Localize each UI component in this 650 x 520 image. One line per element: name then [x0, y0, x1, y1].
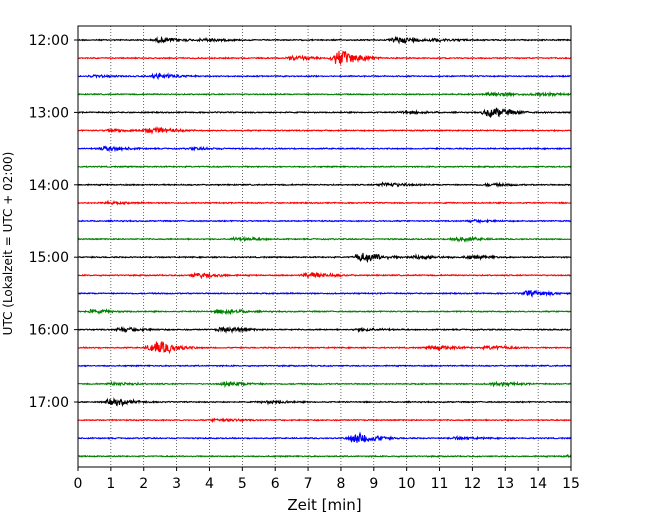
- trace-1715: [77, 417, 572, 424]
- y-tick-label: 17:00: [29, 395, 69, 411]
- x-tick-label: 6: [271, 476, 280, 492]
- x-tick-label: 13: [496, 476, 514, 492]
- trace-1430: [77, 218, 572, 225]
- trace-1415: [77, 199, 572, 206]
- trace-1215: [77, 50, 572, 65]
- trace-1345: [77, 165, 572, 169]
- seismic-traces: [77, 35, 572, 459]
- x-tick-label: 5: [238, 476, 247, 492]
- x-tick-label: 3: [172, 476, 181, 492]
- x-tick-label: 9: [369, 476, 378, 492]
- trace-1600: [77, 325, 572, 334]
- trace-1500: [77, 252, 572, 264]
- x-tick-label: 15: [562, 476, 580, 492]
- y-tick-label: 14:00: [29, 178, 69, 194]
- x-tick-label: 1: [106, 476, 115, 492]
- trace-1300: [77, 107, 572, 118]
- trace-1315: [77, 125, 572, 135]
- trace-1515: [77, 271, 572, 280]
- x-tick-label: 8: [336, 476, 345, 492]
- plot-frame: [77, 25, 572, 468]
- x-tick-label: 10: [398, 476, 416, 492]
- vertical-grid: [110, 26, 539, 467]
- x-tick-label: 12: [463, 476, 481, 492]
- y-tick-label: 13:00: [29, 105, 69, 121]
- y-axis-label: UTC (Lokalzeit = UTC + 02:00): [1, 152, 15, 336]
- x-tick-label: 7: [304, 476, 313, 492]
- trace-1400: [77, 181, 572, 188]
- trace-1545: [77, 308, 572, 316]
- trace-1630: [77, 364, 572, 368]
- x-tick-label: 14: [529, 476, 547, 492]
- y-tick-label: 16:00: [29, 323, 69, 339]
- trace-1745: [77, 454, 572, 459]
- trace-1730: [77, 431, 572, 443]
- x-axis-label: Zeit [min]: [287, 496, 361, 514]
- trace-1230: [77, 72, 572, 81]
- x-axis-ticks: 0 1 2 3 4 5 6 7 8 9 10 11 12 13 14 15: [74, 467, 580, 492]
- trace-1200: [77, 35, 572, 45]
- y-axis-ticks: 12:00 13:00 14:00 15:00 16:00 17:00: [29, 33, 78, 411]
- x-tick-label: 11: [431, 476, 449, 492]
- trace-1330: [77, 145, 572, 153]
- x-tick-label: 2: [139, 476, 148, 492]
- trace-1645: [77, 380, 572, 389]
- y-tick-label: 15:00: [29, 250, 69, 266]
- trace-1615: [77, 340, 572, 355]
- trace-1245: [77, 90, 572, 98]
- trace-1445: [77, 235, 572, 243]
- x-tick-label: 4: [205, 476, 214, 492]
- trace-1700: [77, 397, 572, 408]
- trace-1530: [77, 289, 572, 298]
- y-tick-label: 12:00: [29, 33, 69, 49]
- x-tick-label: 0: [74, 476, 83, 492]
